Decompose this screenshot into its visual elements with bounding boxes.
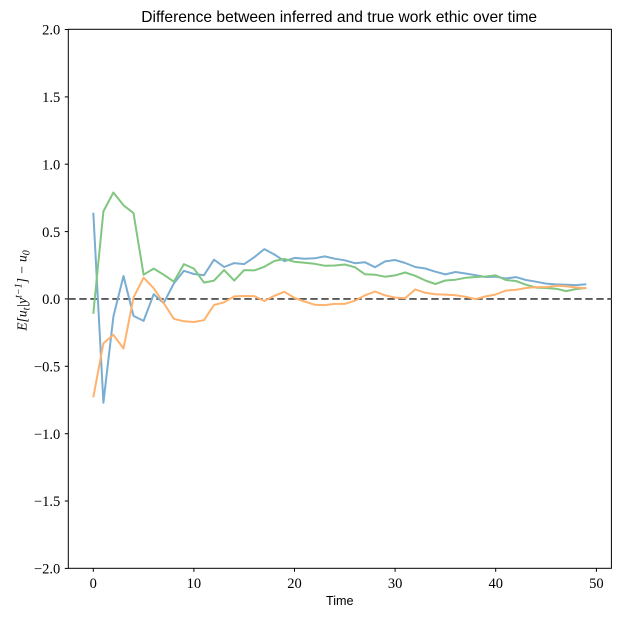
svg-text:50: 50 [589, 576, 604, 592]
svg-text:−1.0: −1.0 [34, 427, 60, 443]
svg-text:E[ut|yt−1] − u0: E[ut|yt−1] − u0 [14, 250, 33, 332]
svg-text:1.5: 1.5 [42, 90, 60, 106]
svg-text:1.0: 1.0 [42, 157, 60, 173]
svg-text:10: 10 [187, 576, 202, 592]
svg-text:0: 0 [90, 576, 97, 592]
svg-text:2.0: 2.0 [42, 23, 60, 39]
svg-text:0.5: 0.5 [42, 225, 60, 241]
svg-text:−0.5: −0.5 [34, 360, 60, 376]
svg-text:40: 40 [488, 576, 503, 592]
svg-text:Difference between inferred an: Difference between inferred and true wor… [141, 9, 537, 26]
svg-text:−2.0: −2.0 [34, 562, 60, 578]
svg-text:30: 30 [388, 576, 403, 592]
svg-text:−1.5: −1.5 [34, 494, 60, 510]
svg-text:0.0: 0.0 [42, 292, 60, 308]
svg-text:20: 20 [287, 576, 302, 592]
svg-text:Time: Time [326, 594, 354, 608]
